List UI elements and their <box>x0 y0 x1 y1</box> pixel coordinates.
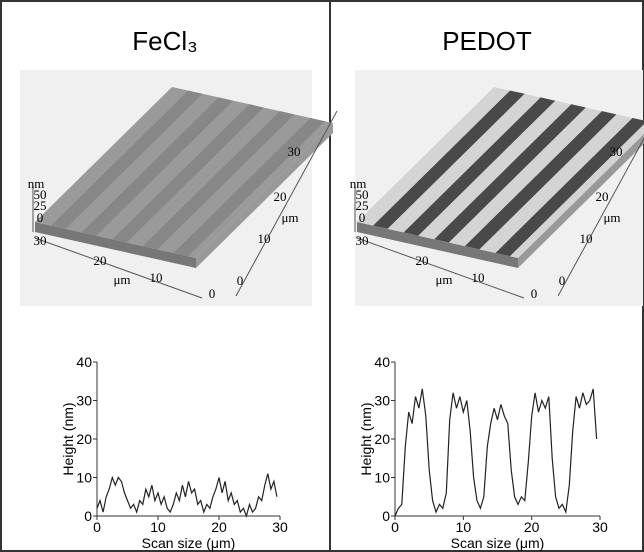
y-tick-label: 10 <box>374 470 390 486</box>
afm-label: 20 <box>274 189 287 204</box>
y-axis-label: Height (nm) <box>60 402 76 475</box>
afm-label: nm <box>28 176 45 191</box>
afm-label: 20 <box>596 189 609 204</box>
afm-side <box>518 133 644 268</box>
y-tick-label: 20 <box>374 431 390 447</box>
afm-stripe <box>173 118 325 257</box>
afm-axis <box>235 110 338 297</box>
afm-axis <box>34 237 203 299</box>
afm-label: μm <box>435 272 452 287</box>
afm-label: 25 <box>356 198 369 213</box>
afm-label: 10 <box>472 270 485 285</box>
afm-label: μm <box>281 210 298 225</box>
afm-label: 20 <box>416 253 429 268</box>
y-tick-label: 0 <box>84 508 92 524</box>
x-tick-label: 30 <box>592 519 608 535</box>
y-tick-label: 10 <box>76 470 92 486</box>
y-tick-label: 0 <box>382 508 390 524</box>
afm-stripe <box>142 111 295 250</box>
afm-label: 0 <box>559 273 566 288</box>
afm-label: 30 <box>34 233 47 248</box>
afm-label: 10 <box>580 231 593 246</box>
profile-line <box>394 388 598 517</box>
x-tick-label: 10 <box>150 519 166 535</box>
afm-side <box>357 222 518 268</box>
afm-label: 25 <box>34 198 47 213</box>
x-tick-label: 0 <box>391 519 399 535</box>
x-tick-label: 20 <box>211 519 227 535</box>
panel-title: PEDOT <box>442 26 532 56</box>
afm-stripe <box>403 97 556 236</box>
panel-title: FeCl₃ <box>132 26 197 56</box>
profile-line <box>96 473 278 518</box>
y-tick-label: 30 <box>374 393 390 409</box>
afm-side <box>196 123 333 268</box>
afm-axis <box>356 237 525 299</box>
afm-stripe <box>81 97 234 236</box>
afm-label: 30 <box>610 144 623 159</box>
afm-label: nm <box>350 176 367 191</box>
afm-label: μm <box>603 210 620 225</box>
afm-stripe <box>495 118 644 257</box>
afm-label: 10 <box>258 231 271 246</box>
afm-label: 10 <box>150 270 163 285</box>
afm-stripe <box>51 90 203 229</box>
y-tick-label: 40 <box>76 354 92 370</box>
afm-label: 0 <box>37 210 44 225</box>
x-tick-label: 30 <box>272 519 288 535</box>
afm-label: μm <box>113 272 130 287</box>
afm-label: 0 <box>531 286 538 301</box>
afm-stripe <box>373 90 525 229</box>
afm-stripe <box>434 104 586 243</box>
y-axis-label: Height (nm) <box>358 402 374 475</box>
x-axis-label: Scan size (μm) <box>142 535 236 551</box>
afm-label: 50 <box>356 187 369 202</box>
x-tick-label: 0 <box>93 519 101 535</box>
afm-label: 30 <box>356 233 369 248</box>
afm-label: 30 <box>288 144 301 159</box>
afm-side <box>35 222 196 268</box>
y-tick-label: 20 <box>76 431 92 447</box>
afm-label: 20 <box>94 253 107 268</box>
afm-label: 0 <box>359 210 366 225</box>
afm-label: 0 <box>209 286 216 301</box>
x-axis-label: Scan size (μm) <box>451 535 545 551</box>
x-tick-label: 10 <box>456 519 472 535</box>
afm-axis <box>557 137 644 297</box>
afm-stripe <box>112 104 264 243</box>
y-tick-label: 40 <box>374 354 390 370</box>
afm-label: 0 <box>237 273 244 288</box>
y-tick-label: 30 <box>76 393 92 409</box>
afm-stripe <box>464 111 617 250</box>
x-tick-label: 20 <box>524 519 540 535</box>
afm-label: 50 <box>34 187 47 202</box>
